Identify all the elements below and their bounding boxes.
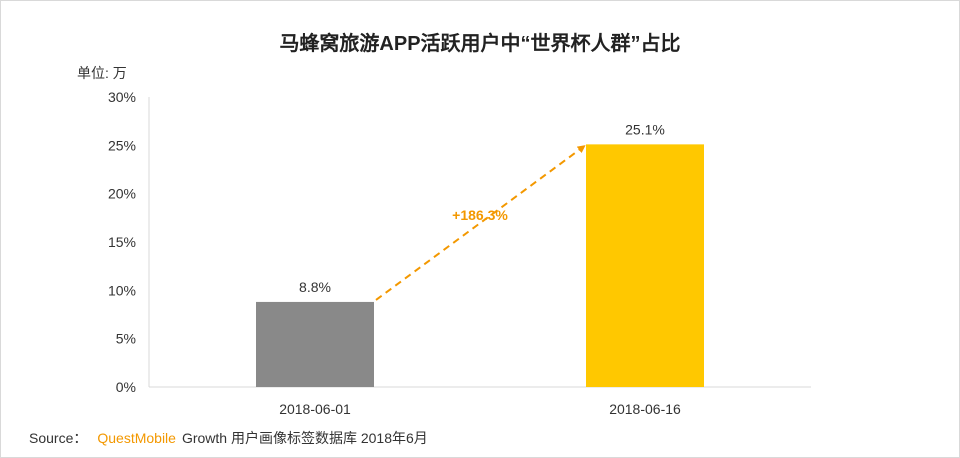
y-tick-label: 10%	[108, 282, 136, 298]
chart-title: 马蜂窝旅游APP活跃用户中“世界杯人群”占比	[279, 33, 681, 55]
source-brand: QuestMobile	[97, 430, 176, 446]
y-tick-label: 25%	[108, 137, 136, 153]
unit-label: 单位: 万	[77, 65, 127, 81]
bar	[256, 301, 374, 387]
growth-label: +186.3%	[452, 207, 508, 223]
y-tick-label: 30%	[108, 89, 136, 105]
source-note: Source： QuestMobile Growth 用户画像标签数据库 2018年…	[29, 428, 428, 448]
data-label: 8.8%	[299, 279, 331, 295]
source-prefix: Source：	[29, 430, 88, 446]
bar	[586, 144, 704, 387]
y-tick-label: 20%	[108, 186, 136, 202]
data-label: 25.1%	[625, 121, 665, 137]
y-tick-label: 5%	[116, 331, 136, 347]
x-tick-label: 2018-06-01	[279, 401, 351, 417]
y-tick-label: 0%	[116, 379, 136, 395]
x-tick-label: 2018-06-16	[609, 401, 681, 417]
source-text: Growth 用户画像标签数据库 2018年6月	[181, 430, 428, 446]
y-tick-label: 15%	[108, 234, 136, 250]
